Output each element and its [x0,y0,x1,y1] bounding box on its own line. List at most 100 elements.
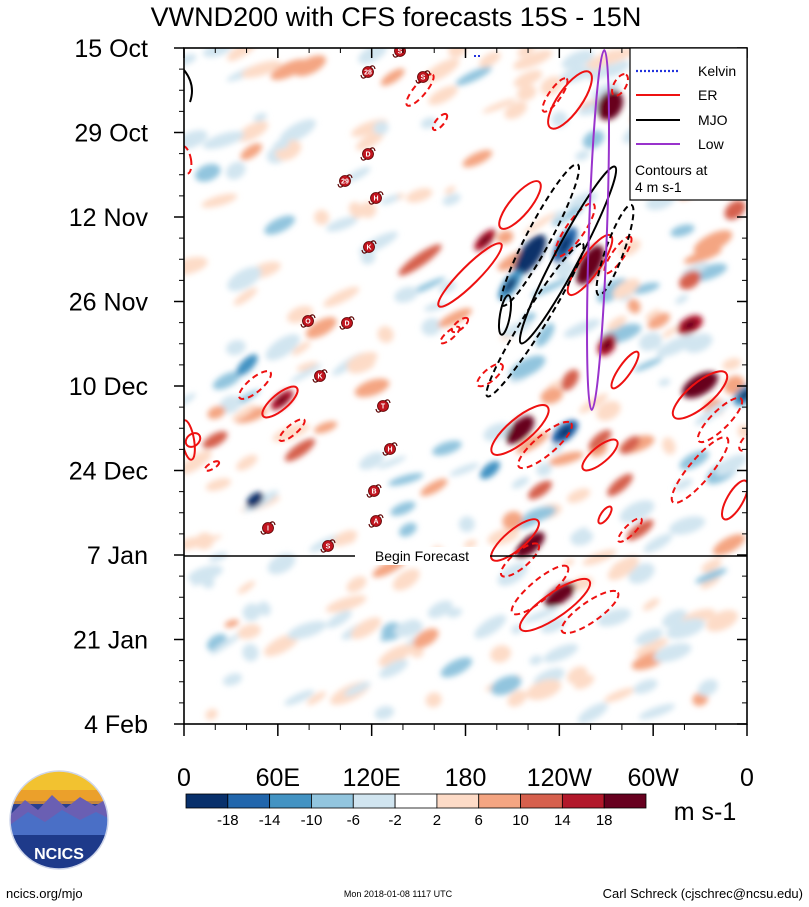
anomaly-blob [543,643,579,663]
x-tick-label: 60E [256,764,300,792]
x-tick-label: 0 [177,764,191,792]
anomaly-blob [577,702,609,724]
contour [450,316,470,334]
anomaly-blob [272,423,310,442]
anomaly-blob [294,55,327,77]
colorbar-swatch [394,793,438,809]
anomaly-blob [722,357,742,371]
anomaly-blob [392,568,420,591]
anomaly-blob [240,143,263,161]
anomaly-blob [205,708,218,720]
anomaly-blob [522,607,559,624]
anomaly-blob [633,357,663,372]
y-tick-label: 7 Jan [87,542,148,570]
anomaly-blob [263,633,299,657]
anomaly-blob [380,68,405,86]
anomaly-blob [323,286,360,308]
anomaly-blob [242,643,259,662]
anomaly-blob [522,506,557,523]
footer-timestamp: Mon 2018-01-08 1117 UTC [344,889,453,899]
contour [671,370,729,420]
colorbar-swatch [185,793,229,809]
anomaly-blob [701,558,722,573]
anomaly-blob [420,478,448,497]
anomaly-blob [212,371,241,390]
anomaly-core [739,389,747,401]
anomaly-blob [346,352,378,370]
anomaly-blob [350,617,382,639]
anomaly-blob [588,429,612,451]
anomaly-blob [561,49,595,70]
anomaly-blob [511,476,530,489]
anomaly-blob [201,193,238,208]
storm-label: K [366,245,371,252]
anomaly-blob [633,679,658,694]
anomaly-blob [482,98,516,114]
anomaly-core [521,244,539,266]
x-tick-label: 120W [527,764,593,792]
anomaly-blob [224,619,240,628]
anomaly-blob [697,679,719,697]
anomaly-blob [226,339,246,356]
anomaly-blob [237,624,261,640]
contour [184,69,193,103]
colorbar-tick-label: 2 [433,812,441,829]
colorbar-swatch [269,793,312,809]
vwnd-anomaly-field [184,48,747,724]
colorbar-swatch [478,793,521,809]
anomaly-blob [490,645,512,663]
anomaly-blob [345,166,371,183]
anomaly-blob [679,270,701,290]
colorbar-swatch [352,793,396,809]
anomaly-blob [208,552,228,562]
anomaly-blob [606,315,627,331]
anomaly-blob [695,568,727,584]
anomaly-blob [314,209,330,225]
anomaly-blob [479,51,501,68]
anomaly-blob [425,692,442,708]
storm-symbol: D [339,316,355,330]
colorbar-tick-label: -6 [347,812,360,829]
anomaly-blob [513,70,543,88]
contour [670,436,730,504]
anomaly-blob [388,473,424,486]
legend-mjo-label: MJO [698,112,728,128]
anomaly-blob [458,516,475,533]
storm-label: H [373,196,378,203]
storm-symbol: D [360,147,376,161]
anomaly-blob [669,516,706,535]
anomaly-core [276,394,288,406]
anomaly-blob [656,334,697,358]
anomaly-blob [715,454,747,476]
anomaly-blob [257,601,271,616]
contour [547,70,593,130]
contour [541,77,569,113]
y-axis: 15 Oct 29 Oct 12 Nov 26 Nov 10 Dec 24 Dec 7 Ja… [69,35,747,739]
anomaly-blob [210,632,243,655]
anomaly-blob [223,673,243,686]
anomaly-blob [267,553,296,575]
anomaly-blob [490,675,522,696]
anomaly-blob [227,266,262,292]
x-tick-label: 0 [740,764,754,792]
storm-symbol: B [366,484,382,498]
storm-symbol: S [415,70,431,84]
storm-symbol: H [368,191,384,205]
anomaly-core [479,234,491,246]
anomaly-blob [284,689,315,706]
anomaly-blob [635,638,668,657]
anomaly-blob [497,230,514,244]
anomaly-blob [540,387,563,404]
anomaly-blob [540,617,567,634]
anomaly-blob [635,628,664,645]
contour [603,235,633,275]
anomaly-blob [607,473,633,497]
anomaly-blob [264,215,296,235]
anomaly-blob [442,193,461,206]
anomaly-blob [573,674,595,690]
anomaly-core [504,277,516,293]
anomaly-blob [647,312,671,330]
anomaly-blob [207,406,226,420]
anomaly-blob [662,437,676,455]
anomaly-blob [354,378,390,398]
